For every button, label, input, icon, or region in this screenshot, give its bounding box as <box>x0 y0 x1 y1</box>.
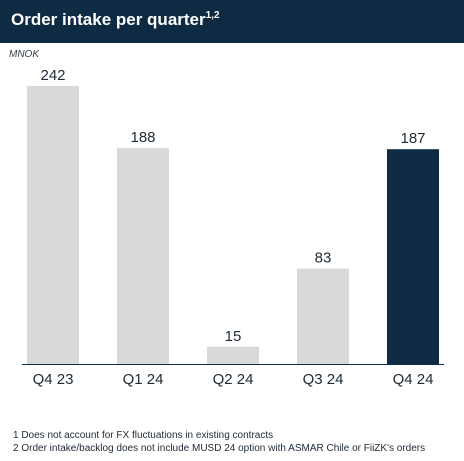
footnotes: 1 Does not account for FX fluctuations i… <box>13 429 425 455</box>
data-label: 187 <box>400 130 425 147</box>
bar-chart: 242 Q4 23 188 Q1 24 15 Q2 24 83 Q3 24 187 Q4 24 <box>22 67 444 388</box>
x-tick-label: Q3 24 <box>303 371 344 388</box>
data-label: 242 <box>40 67 65 84</box>
data-label: 15 <box>225 328 242 345</box>
x-tick-label: Q1 24 <box>123 371 164 388</box>
x-tick-label: Q4 23 <box>33 371 74 388</box>
x-tick-label: Q2 24 <box>213 371 254 388</box>
bar-q1-24 <box>117 148 169 364</box>
bar-q3-24 <box>297 268 349 364</box>
bar-q2-24 <box>207 346 259 364</box>
chart-title-text: Order intake per quarter <box>11 10 206 29</box>
data-label: 83 <box>315 250 332 267</box>
unit-label: MNOK <box>9 49 39 60</box>
bar-q4-24 <box>387 149 439 364</box>
chart-title: Order intake per quarter1,2 <box>11 10 220 30</box>
chart-title-footnote-ref: 1,2 <box>205 10 220 21</box>
x-tick-label: Q4 24 <box>393 371 434 388</box>
bar-q4-23 <box>27 86 79 364</box>
footnote-1: 1 Does not account for FX fluctuations i… <box>13 430 274 441</box>
title-banner: Order intake per quarter1,2 <box>0 0 464 43</box>
data-label: 188 <box>130 129 155 146</box>
footnote-2: 2 Order intake/backlog does not include … <box>13 443 426 454</box>
